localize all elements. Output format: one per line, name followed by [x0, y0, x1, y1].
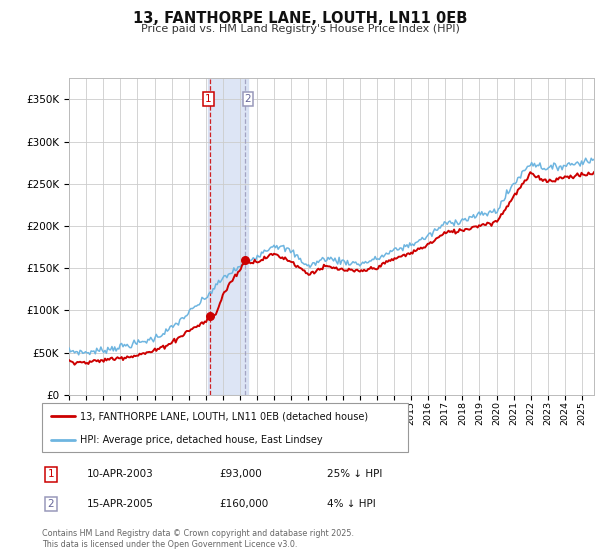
Text: Contains HM Land Registry data © Crown copyright and database right 2025.
This d: Contains HM Land Registry data © Crown c…: [42, 529, 354, 549]
Text: 4% ↓ HPI: 4% ↓ HPI: [327, 499, 376, 509]
Text: £160,000: £160,000: [219, 499, 268, 509]
Text: 2: 2: [245, 94, 251, 104]
Bar: [208, 47, 248, 395]
Text: 25% ↓ HPI: 25% ↓ HPI: [327, 469, 382, 479]
Text: HPI: Average price, detached house, East Lindsey: HPI: Average price, detached house, East…: [80, 435, 323, 445]
Text: 10-APR-2003: 10-APR-2003: [87, 469, 154, 479]
Text: £93,000: £93,000: [219, 469, 262, 479]
Text: 1: 1: [205, 94, 212, 104]
Text: 15-APR-2005: 15-APR-2005: [87, 499, 154, 509]
Text: 1: 1: [47, 469, 55, 479]
Text: Price paid vs. HM Land Registry's House Price Index (HPI): Price paid vs. HM Land Registry's House …: [140, 24, 460, 34]
Text: 2: 2: [47, 499, 55, 509]
Text: 13, FANTHORPE LANE, LOUTH, LN11 0EB (detached house): 13, FANTHORPE LANE, LOUTH, LN11 0EB (det…: [80, 412, 368, 422]
Text: 13, FANTHORPE LANE, LOUTH, LN11 0EB: 13, FANTHORPE LANE, LOUTH, LN11 0EB: [133, 11, 467, 26]
FancyBboxPatch shape: [42, 403, 408, 452]
